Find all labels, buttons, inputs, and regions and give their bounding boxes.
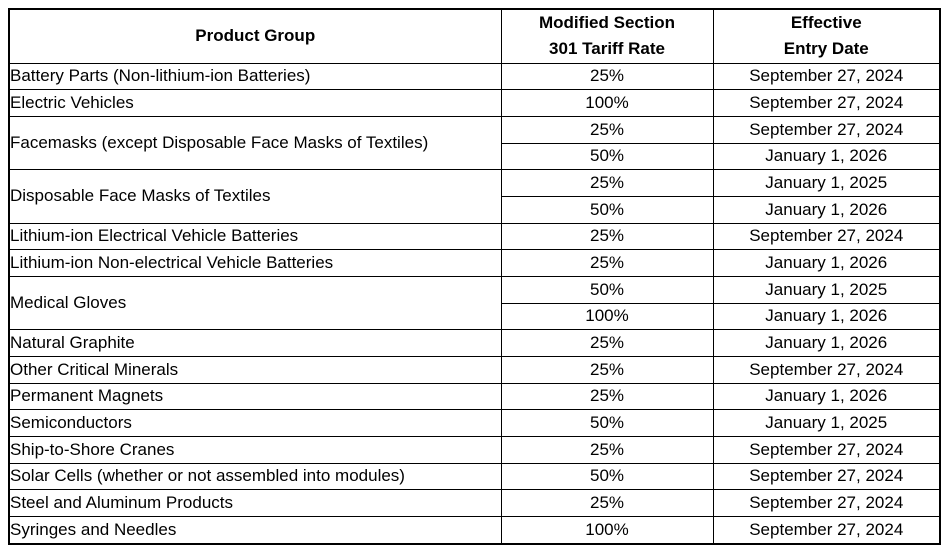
product-group-cell: Syringes and Needles [8,516,502,545]
product-group-cell: Other Critical Minerals [8,356,502,384]
product-group-cell: Natural Graphite [8,329,502,358]
tariff-rate-cell: 25% [500,222,714,251]
product-group-cell: Electric Vehicles [8,89,502,118]
tariff-rate-cell: 25% [500,356,714,384]
table-row: Lithium-ion Electrical Vehicle Batteries… [8,222,941,251]
product-group-cell: Battery Parts (Non-lithium-ion Batteries… [8,62,502,91]
table-row: 50% January 1, 2026 [9,142,941,171]
effective-date-cell: January 1, 2026 [712,142,941,171]
effective-date-cell: September 27, 2024 [712,116,941,144]
tariff-rate-cell: 25% [500,249,714,278]
tariff-rate-cell: 100% [500,302,714,331]
table-row: Semiconductors 50% January 1, 2025 [8,409,941,438]
table-row: Ship-to-Shore Cranes 25% September 27, 202… [8,436,941,464]
table-row: Solar Cells (whether or not assembled in… [8,462,941,491]
product-group-cell: Permanent Magnets [8,382,502,411]
table-row: Steel and Aluminum Products 25% September … [8,489,941,518]
product-group-cell: Semiconductors [8,409,502,438]
effective-date-cell: January 1, 2026 [712,249,941,278]
tariff-rate-cell: 50% [500,276,714,304]
header-row: Product Group Modified Section 301 Tarif… [8,8,941,64]
table-row: Lithium-ion Non-electrical Vehicle Batte… [8,249,941,278]
header-line: 301 Tariff Rate [549,39,665,59]
tariff-rate-cell: 50% [500,142,714,171]
effective-date-cell: January 1, 2026 [712,329,941,358]
header-line: Entry Date [783,39,869,59]
tariff-rate-cell: 25% [500,382,714,411]
product-group-cell: Disposable Face Masks of Textiles [8,169,502,224]
table-row: Other Critical Minerals 25% September 27, … [8,356,941,384]
table-row: Permanent Magnets 25% January 1, 2026 [8,382,941,411]
tariff-rate-cell: 25% [500,436,714,464]
header-line: Modified Section [539,13,675,32]
column-header-tariff-rate: Modified Section 301 Tariff Rate [500,8,714,64]
effective-date-cell: September 27, 2024 [712,356,941,384]
tariff-rate-cell: 50% [500,409,714,438]
table-row: Facemasks (except Disposable Face Masks … [8,116,941,171]
tariff-rate-cell: 100% [500,516,714,545]
product-group-cell: Lithium-ion Non-electrical Vehicle Batte… [8,249,502,278]
tariff-rate-cell: 25% [500,62,714,91]
effective-date-cell: September 27, 2024 [712,222,941,251]
table-row: 100% January 1, 2026 [9,302,941,331]
product-group-cell: Medical Gloves [8,276,502,331]
product-group-cell: Facemasks (except Disposable Face Masks … [8,116,502,171]
effective-date-cell: September 27, 2024 [712,462,941,491]
section-301-tariff-table: Product Group Modified Section 301 Tarif… [8,8,941,545]
table-row: Electric Vehicles 100% September 27, 2024 [8,89,941,118]
table-row: Battery Parts (Non-lithium-ion Batteries… [8,62,941,91]
column-header-effective-entry-date: Effective Entry Date [712,8,941,64]
tariff-rate-cell: 25% [500,169,714,198]
table-header: Product Group Modified Section 301 Tarif… [8,8,941,64]
product-group-cell: Solar Cells (whether or not assembled in… [8,462,502,491]
effective-date-cell: September 27, 2024 [712,62,941,91]
header-line: Product Group [195,26,316,46]
tariff-rate-cell: 25% [500,329,714,358]
header-line: Effective [790,13,862,32]
effective-date-cell: January 1, 2026 [712,382,941,411]
table-row: Disposable Face Masks of Textiles 25% Janu… [8,169,941,224]
tariff-rate-cell: 100% [500,89,714,118]
product-group-cell: Ship-to-Shore Cranes [8,436,502,464]
effective-date-cell: September 27, 2024 [712,516,941,545]
tariff-rate-cell: 25% [500,116,714,144]
tariff-table-container: Product Group Modified Section 301 Tarif… [8,8,941,545]
table-body: Battery Parts (Non-lithium-ion Batteries… [8,62,941,545]
effective-date-cell: September 27, 2024 [712,89,941,118]
table-row: Natural Graphite 25% January 1, 2026 [8,329,941,358]
table-row: Medical Gloves 50% January 1, 2025 [8,276,941,331]
product-group-cell: Steel and Aluminum Products [8,489,502,518]
product-group-cell: Lithium-ion Electrical Vehicle Batteries [8,222,502,251]
effective-date-cell: January 1, 2025 [712,169,941,198]
table-row: 50% January 1, 2026 [9,196,941,224]
tariff-rate-cell: 25% [500,489,714,518]
column-header-product-group: Product Group [8,8,502,64]
effective-date-cell: January 1, 2026 [712,196,941,224]
tariff-rate-cell: 50% [500,462,714,491]
effective-date-cell: September 27, 2024 [712,489,941,518]
effective-date-cell: January 1, 2025 [712,276,941,304]
effective-date-cell: January 1, 2025 [712,409,941,438]
effective-date-cell: September 27, 2024 [712,436,941,464]
effective-date-cell: January 1, 2026 [712,302,941,331]
table-row: Syringes and Needles 100% September 27, 20… [8,516,941,545]
tariff-rate-cell: 50% [500,196,714,224]
